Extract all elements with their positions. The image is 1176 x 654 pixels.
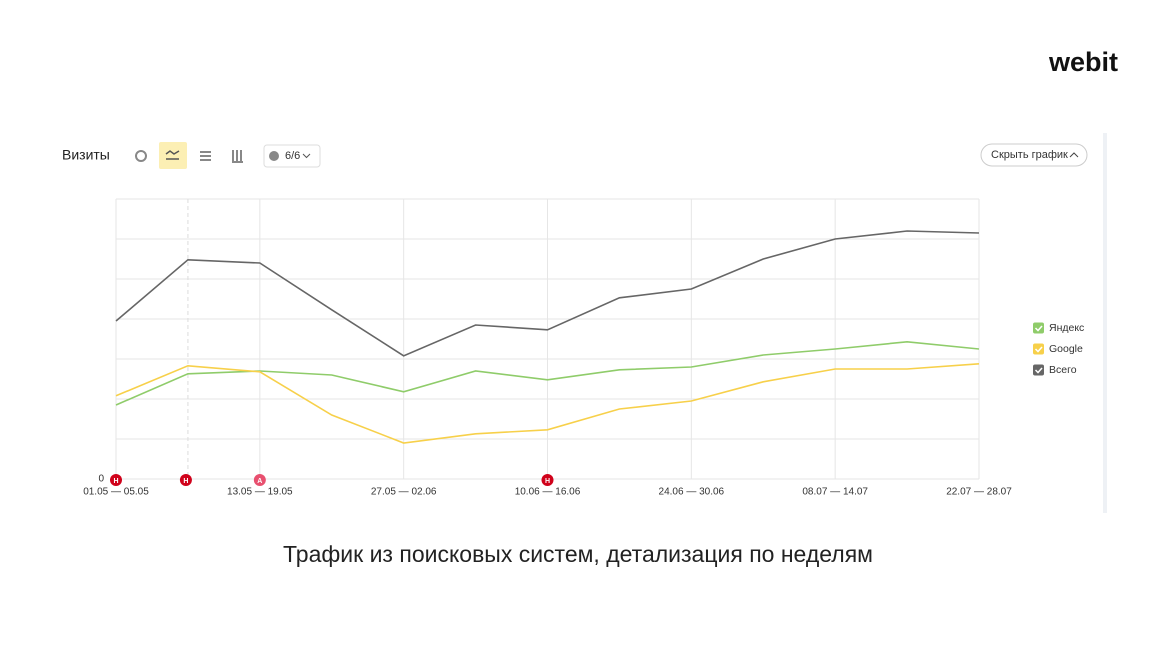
legend-check: [1034, 346, 1043, 353]
annotations-count: 6/6: [285, 150, 300, 162]
line-icon-active[interactable]: [159, 142, 187, 169]
x-tick-label: 01.05 — 05.05: [83, 487, 149, 498]
hide-chart-label: Скрыть график: [991, 149, 1068, 161]
bar-icon[interactable]: [232, 150, 243, 163]
hide-chart-button[interactable]: [980, 143, 1088, 167]
event-marker[interactable]: [179, 474, 192, 486]
pie-icon[interactable]: [135, 150, 147, 162]
legend-checkbox[interactable]: [1033, 343, 1044, 355]
chevron: [302, 153, 311, 159]
x-tick-label: 24.06 — 30.06: [659, 487, 725, 498]
series-line: [115, 230, 980, 357]
x-tick-label: 10.06 — 16.06: [515, 487, 581, 498]
line-icon: [165, 150, 180, 160]
chart-type-icons: [135, 142, 243, 169]
annotations-button[interactable]: [263, 144, 321, 168]
scrollbar: [1103, 133, 1107, 513]
x-tick-label: 22.07 — 28.07: [946, 487, 1012, 498]
series-line: [115, 363, 980, 444]
x-tick-label: 08.07 — 14.07: [802, 487, 868, 498]
event-marker[interactable]: [253, 474, 266, 486]
legend-checkbox[interactable]: [1033, 364, 1044, 376]
event-marker-label: Н: [113, 478, 118, 485]
x-tick-label: 13.05 — 19.05: [227, 487, 293, 498]
event-marker-label: Н: [183, 478, 188, 485]
legend-label: Яндекс: [1049, 322, 1084, 334]
event-marker-label: А: [257, 478, 262, 485]
caption: Трафик из поисковых систем, детализация …: [283, 541, 873, 567]
x-tick-label: 27.05 — 02.06: [371, 487, 437, 498]
y-tick-label: 0: [98, 474, 104, 485]
chevron-up: [1069, 152, 1079, 158]
logo: webit: [1048, 47, 1118, 77]
event-marker-label: Н: [545, 478, 550, 485]
legend-check: [1034, 367, 1043, 374]
legend-label: Google: [1049, 343, 1083, 355]
legend-checkbox[interactable]: [1033, 322, 1044, 334]
toolbar-title: Визиты: [62, 147, 110, 163]
comment-icon: [269, 151, 279, 161]
area-icon[interactable]: [200, 151, 211, 161]
legend-check: [1034, 325, 1043, 332]
event-marker[interactable]: [110, 474, 122, 486]
legend-label: Всего: [1049, 364, 1077, 376]
event-marker[interactable]: [541, 474, 554, 486]
